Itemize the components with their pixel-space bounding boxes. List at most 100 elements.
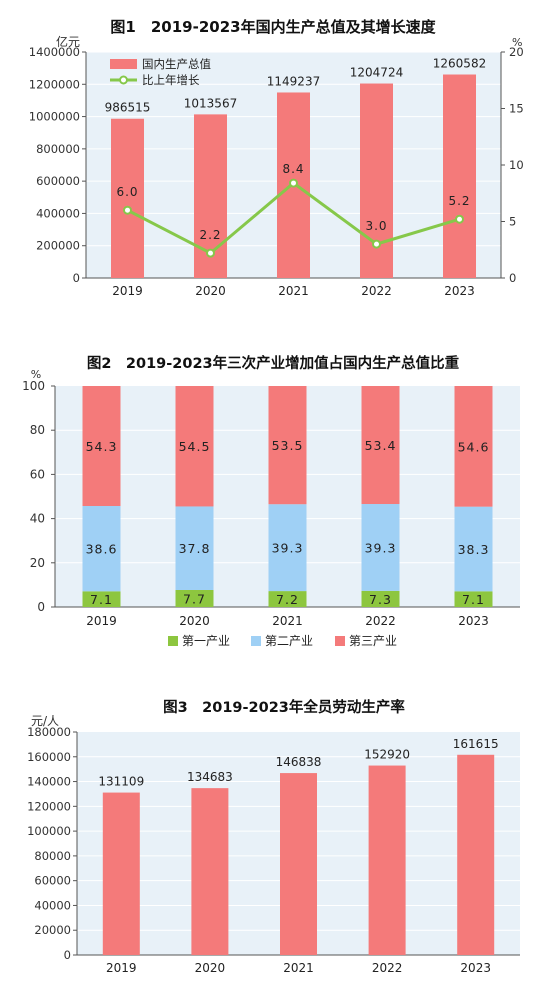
fig1-left-tick-label: 600000: [36, 174, 80, 188]
fig2-segment-label-primary: 7.1: [462, 592, 485, 607]
fig1-x-tick-label: 2020: [195, 284, 226, 298]
fig3-tick-label: 0: [64, 948, 71, 962]
fig2-segment-label-primary: 7.2: [276, 592, 299, 607]
fig3-bar-label: 131109: [98, 775, 144, 789]
fig1-left-tick-label: 1000000: [29, 110, 80, 124]
fig2-bar-segment-tertiary: [361, 386, 400, 505]
fig2-tick-label: 100: [22, 379, 45, 393]
fig2-legend-label-primary: 第一产业: [182, 634, 230, 648]
fig3-x-tick-label: 2020: [195, 961, 226, 975]
fig1-right-axis-unit: %: [512, 36, 522, 49]
fig1-title: 图1 2019-2023年国内生产总值及其增长速度: [110, 18, 436, 36]
fig2-segment-label-tertiary: 54.6: [458, 439, 490, 454]
fig2-bar-segment-tertiary: [454, 386, 493, 507]
fig2-bar-segment-secondary: [82, 506, 121, 592]
fig1-legend-line-label: 比上年增长: [142, 73, 200, 87]
fig1-right-tick-label: 5: [509, 215, 516, 229]
fig2-segment-label-secondary: 39.3: [272, 541, 304, 556]
fig3-tick-label: 160000: [27, 750, 71, 764]
fig1-growth-label: 5.2: [448, 194, 470, 208]
fig2-segment-label-primary: 7.7: [183, 591, 206, 606]
fig1-x-tick-label: 2021: [278, 284, 309, 298]
fig1-bar-label: 986515: [105, 101, 151, 115]
fig1-bar: [111, 118, 144, 278]
fig3-bar-label: 161615: [453, 737, 499, 751]
fig2-x-tick-label: 2021: [272, 614, 303, 628]
fig2-x-tick-label: 2019: [86, 614, 117, 628]
fig3-x-tick-label: 2019: [106, 961, 137, 975]
fig1-bar: [360, 83, 393, 278]
fig1-bar-label: 1149237: [267, 74, 320, 88]
fig1-left-tick-label: 800000: [36, 142, 80, 156]
fig3-tick-label: 20000: [34, 923, 71, 937]
fig2-segment-label-secondary: 37.8: [179, 541, 211, 556]
fig1-growth-point: [206, 248, 215, 258]
fig1-bar-label: 1013567: [184, 96, 237, 110]
fig2-segment-label-secondary: 39.3: [365, 540, 397, 555]
fig2-bar-segment-tertiary: [268, 386, 307, 505]
fig2-tick-label: 60: [30, 467, 45, 481]
fig2-legend-swatch-primary: [168, 636, 178, 646]
fig3-axis-unit: 元/人: [31, 714, 59, 728]
fig2-segment-label-secondary: 38.3: [458, 542, 490, 557]
fig2-bar-segment-secondary: [361, 504, 400, 591]
fig3-bar: [191, 788, 229, 955]
fig1-left-axis-unit: 亿元: [56, 34, 80, 49]
fig2-tick-label: 20: [30, 556, 45, 570]
fig2-tick-label: 40: [30, 512, 45, 526]
fig1-bar-label: 1204724: [350, 66, 403, 80]
fig2-segment-label-tertiary: 54.3: [86, 439, 118, 454]
fig2-bar-segment-primary: [175, 589, 214, 607]
fig2-tick-label: 80: [30, 423, 45, 437]
fig3-bar: [280, 773, 317, 955]
fig3-x-tick-label: 2023: [460, 961, 491, 975]
fig1-x-tick-label: 2022: [361, 284, 392, 298]
fig2-segment-label-primary: 7.3: [369, 592, 392, 607]
fig1-left-tick-label: 1200000: [29, 77, 80, 91]
fig2-title: 图2 2019-2023年三次产业增加值占国内生产总值比重: [87, 354, 460, 372]
fig2-segment-label-tertiary: 54.5: [179, 439, 211, 454]
fig2-legend-swatch-secondary: [251, 636, 261, 646]
fig1-right-tick-label: 10: [509, 158, 524, 172]
fig3-title: 图3 2019-2023年全员劳动生产率: [163, 698, 405, 716]
fig1-left-tick-label: 400000: [36, 206, 80, 220]
fig3-tick-label: 120000: [27, 799, 71, 813]
fig1-growth-point: [455, 214, 464, 224]
fig1-x-tick-label: 2019: [112, 284, 143, 298]
fig3-tick-label: 40000: [34, 898, 71, 912]
fig2-x-tick-label: 2022: [365, 614, 396, 628]
fig2-segment-label-secondary: 38.6: [86, 542, 118, 557]
fig3-x-tick-label: 2022: [372, 961, 403, 975]
fig2-bar-segment-tertiary: [175, 386, 214, 507]
fig1-left-tick-label: 1400000: [29, 45, 80, 59]
fig2-legend-label-tertiary: 第三产业: [349, 634, 397, 648]
fig2-bar-segment-primary: [454, 591, 493, 607]
fig3-bar: [368, 765, 406, 955]
fig1-right-tick-label: 15: [509, 102, 524, 116]
fig3-tick-label: 140000: [27, 775, 71, 789]
fig3-bar-label: 152920: [364, 748, 410, 762]
fig2-bar-segment-tertiary: [82, 386, 121, 507]
fig3-bar-label: 134683: [187, 770, 233, 784]
fig2-bar-segment-primary: [361, 590, 400, 607]
fig1-legend-line-marker: [119, 75, 128, 85]
fig1-growth-point: [123, 205, 132, 215]
fig2-bar-segment-primary: [268, 591, 307, 607]
fig1-bar: [443, 74, 476, 279]
fig1-legend-bar-swatch: [110, 59, 137, 69]
fig2-segment-label-tertiary: 53.5: [272, 438, 304, 453]
fig2-tick-label: 0: [37, 600, 45, 614]
fig2-segment-label-primary: 7.1: [90, 592, 113, 607]
fig2-bar-segment-secondary: [268, 504, 307, 592]
fig2-bar-segment-primary: [82, 591, 121, 607]
fig1-right-tick-label: 20: [509, 45, 524, 59]
fig3-x-tick-label: 2021: [283, 961, 314, 975]
fig1-bar-label: 1260582: [433, 57, 486, 71]
fig1-x-tick-label: 2023: [444, 284, 475, 298]
fig1-left-tick-label: 0: [73, 271, 80, 285]
fig3-tick-label: 100000: [27, 824, 71, 838]
fig2-bar-segment-secondary: [175, 506, 214, 590]
fig3-tick-label: 80000: [34, 849, 71, 863]
fig2-legend-label-secondary: 第二产业: [265, 634, 313, 648]
